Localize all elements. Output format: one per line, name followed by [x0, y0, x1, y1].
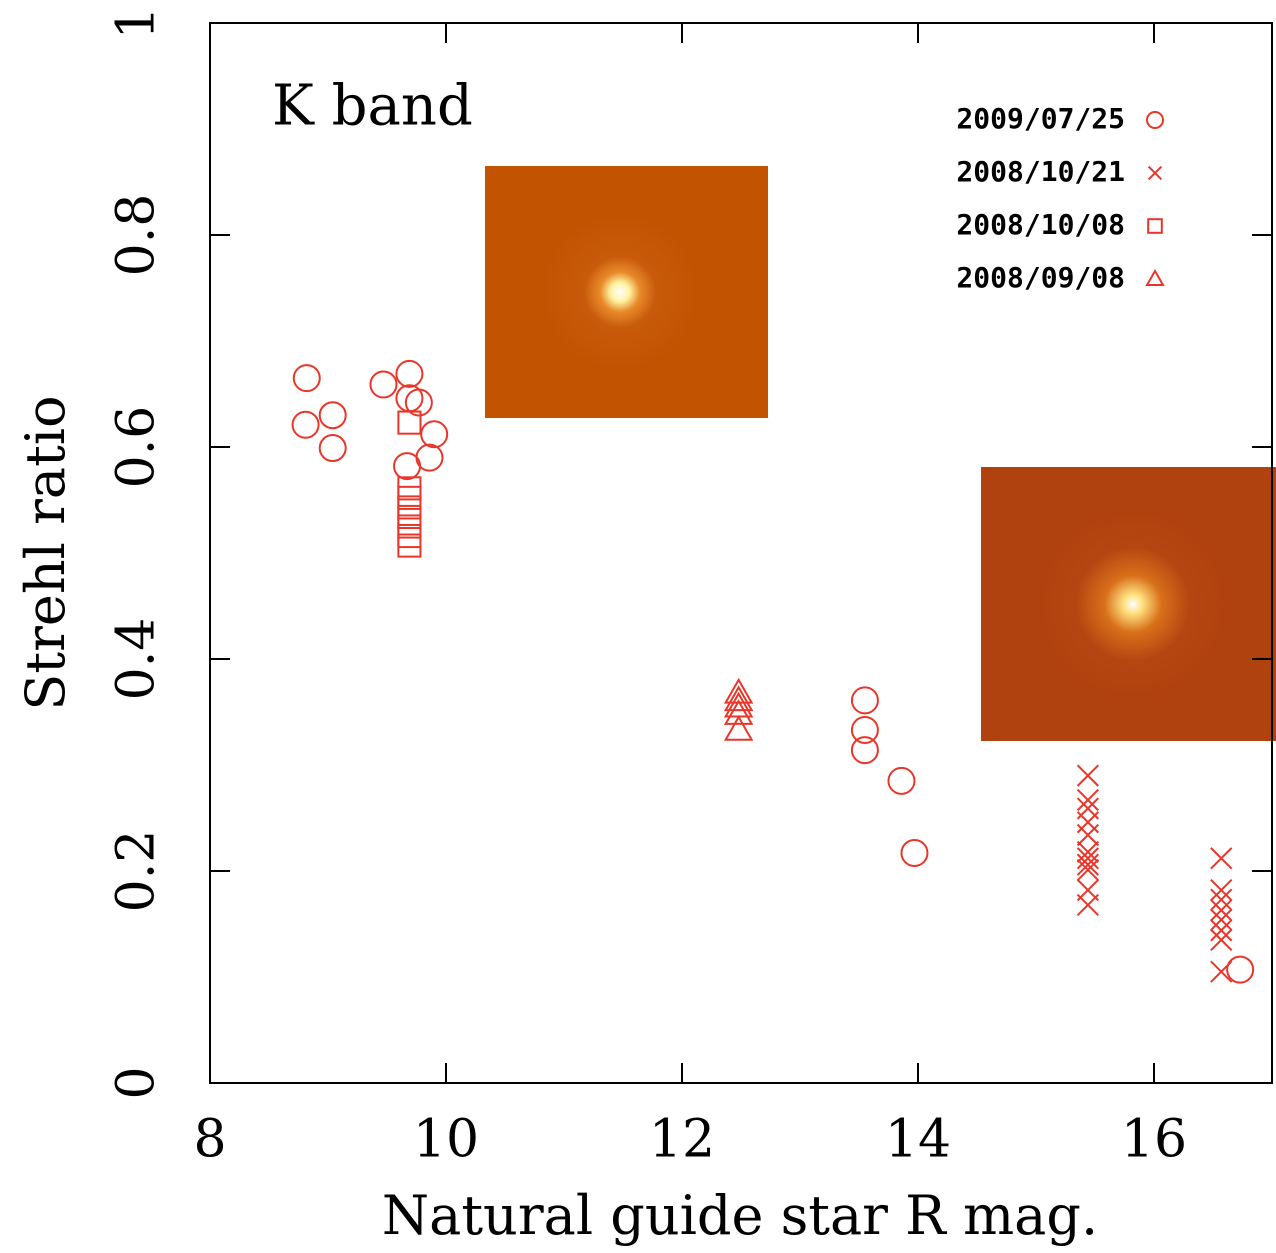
point	[1145, 268, 1165, 286]
y-tick-label: 1	[107, 6, 167, 39]
point	[291, 410, 320, 439]
point	[1210, 960, 1233, 983]
point	[1210, 919, 1233, 942]
point	[1210, 908, 1233, 931]
point	[723, 699, 754, 725]
y-tick-label: 0.6	[107, 406, 167, 489]
x-tick-label: 14	[885, 1110, 951, 1170]
point	[404, 388, 433, 417]
point	[1076, 823, 1100, 847]
point	[1076, 788, 1100, 812]
point	[887, 766, 916, 795]
point	[1076, 764, 1100, 787]
point	[723, 685, 754, 712]
point	[318, 434, 347, 463]
point	[1210, 888, 1233, 911]
annotation: K band	[272, 74, 473, 139]
point	[1076, 858, 1100, 882]
point	[1147, 165, 1163, 181]
y-tick-label: 0.2	[107, 830, 167, 913]
x-axis-title: Natural guide star R mag.	[382, 1184, 1098, 1247]
point	[1146, 111, 1164, 129]
point	[723, 715, 754, 741]
point	[397, 533, 422, 558]
y-tick-label: 0.4	[107, 618, 167, 701]
point	[1147, 218, 1163, 234]
point	[393, 452, 422, 481]
y-tick-label: 0	[107, 1066, 167, 1099]
point	[1076, 893, 1100, 917]
x-tick-label: 16	[1121, 1110, 1187, 1170]
point	[1210, 928, 1233, 952]
point	[369, 370, 398, 399]
y-tick-label: 0.8	[107, 194, 167, 277]
legend-label: 2009/07/25	[956, 102, 1125, 135]
point	[395, 359, 424, 388]
x-tick-label: 10	[413, 1110, 479, 1170]
point	[1210, 878, 1233, 902]
point	[850, 736, 879, 765]
point	[850, 686, 879, 715]
y-axis-title: Strehl ratio	[14, 395, 77, 710]
point	[1210, 899, 1233, 922]
point	[318, 401, 347, 430]
x-tick-label: 12	[649, 1110, 715, 1170]
point	[1076, 853, 1100, 876]
point	[397, 410, 422, 435]
legend-label: 2008/10/08	[956, 208, 1125, 241]
point	[1076, 811, 1100, 834]
legend-label: 2008/10/21	[956, 155, 1125, 188]
point	[900, 838, 929, 867]
point	[1226, 955, 1255, 984]
point	[292, 364, 321, 393]
point	[1210, 847, 1233, 870]
inset-psf	[540, 212, 700, 372]
inset-psf	[1038, 509, 1228, 699]
point	[1076, 847, 1100, 870]
point	[420, 420, 449, 449]
plot-frame	[209, 22, 1273, 1084]
x-tick-label: 8	[193, 1110, 226, 1170]
legend-label: 2008/09/08	[956, 261, 1125, 294]
point	[850, 716, 879, 745]
